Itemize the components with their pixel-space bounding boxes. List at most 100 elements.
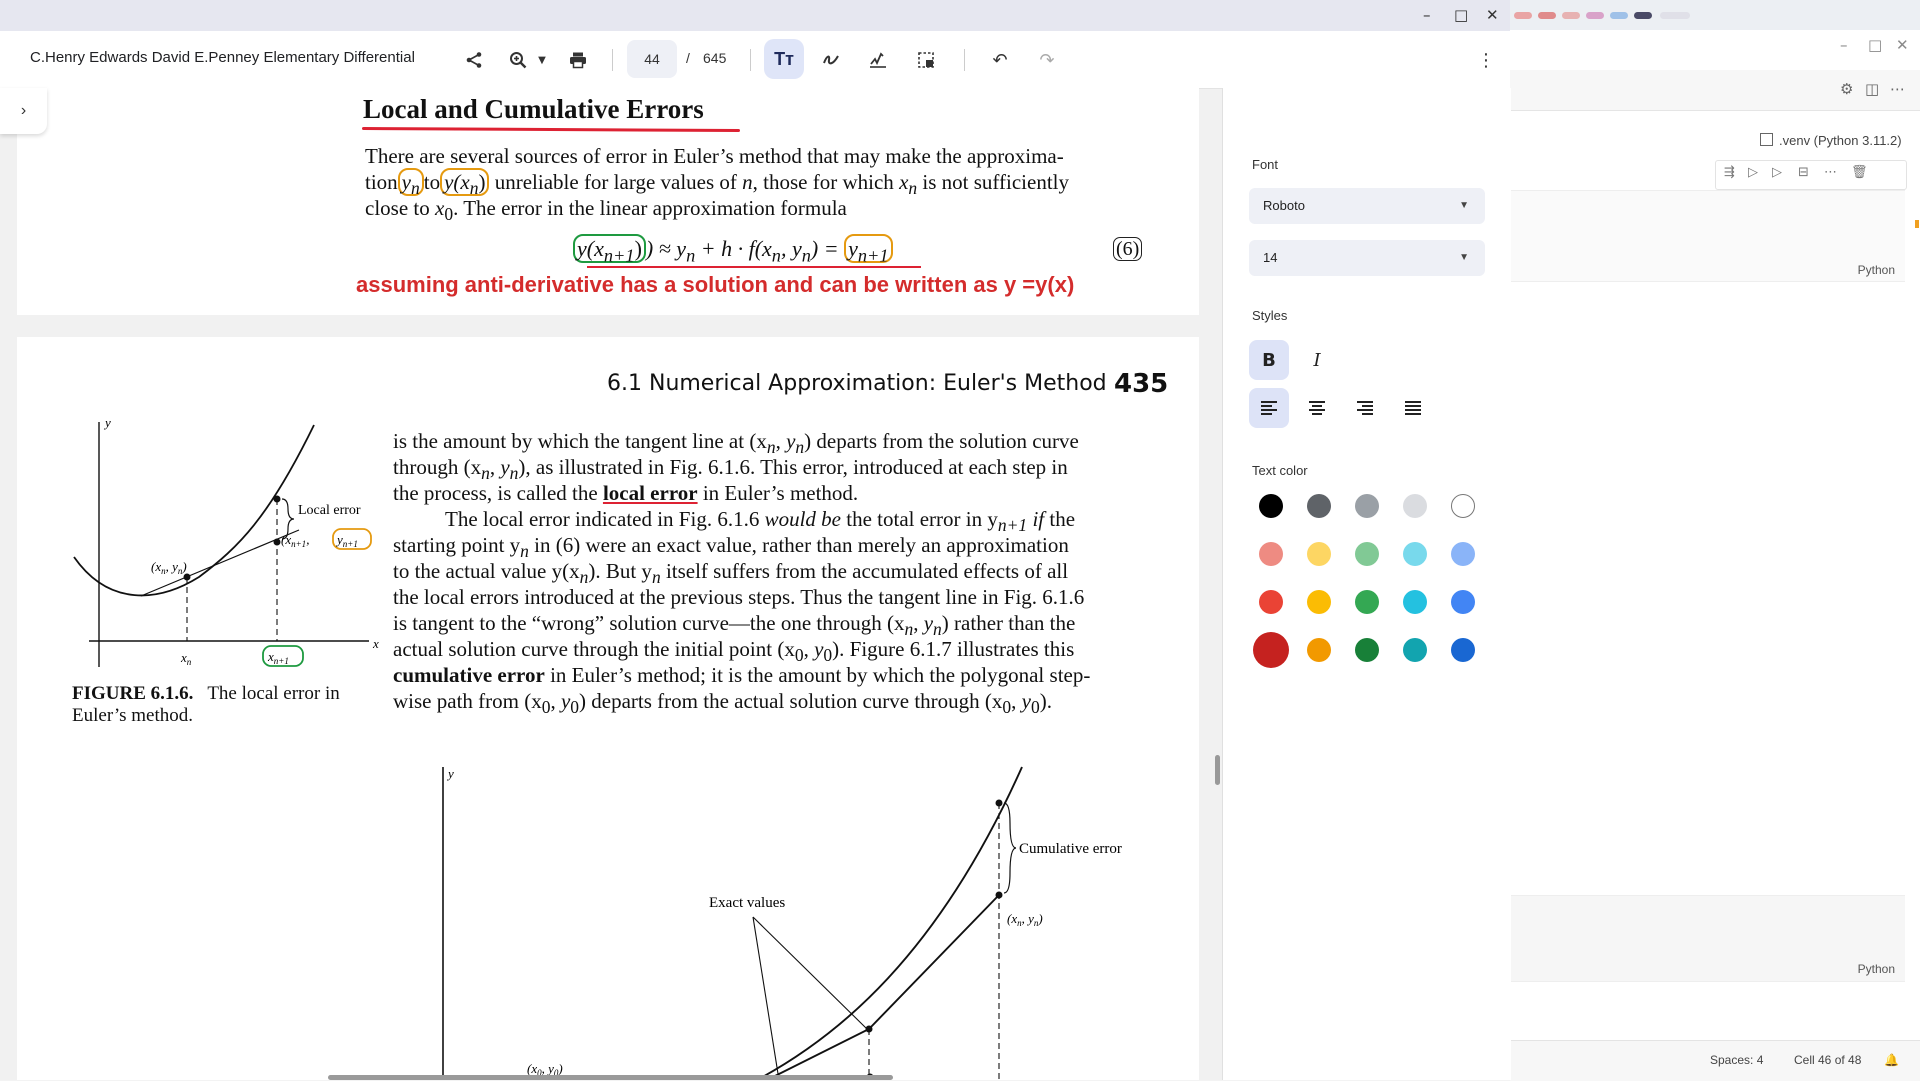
- text: is tangent to the “wrong” solution curve…: [393, 611, 905, 635]
- gear-icon[interactable]: ⚙: [1840, 80, 1854, 98]
- math: x: [899, 170, 909, 194]
- text: ) departs from the actual solution curve…: [579, 689, 1003, 713]
- undo-icon[interactable]: ↶: [992, 49, 1008, 71]
- chevron-down-icon[interactable]: ▼: [538, 54, 546, 66]
- font-family-select[interactable]: Roboto ▼: [1249, 188, 1485, 224]
- cell-status[interactable]: Cell 46 of 48: [1794, 1053, 1862, 1067]
- redo-icon[interactable]: ↷: [1039, 49, 1055, 71]
- color-swatch[interactable]: [1259, 494, 1283, 518]
- math: y(x: [444, 170, 470, 194]
- color-swatch[interactable]: [1307, 590, 1331, 614]
- math: n: [766, 437, 776, 458]
- more-icon[interactable]: ⋯: [1824, 165, 1837, 180]
- title-bar: – □ ✕: [0, 0, 1510, 31]
- draw-icon[interactable]: [816, 45, 846, 75]
- text-line: is tangent to the “wrong” solution curve…: [393, 611, 1076, 640]
- color-swatch[interactable]: [1355, 638, 1379, 662]
- color-swatch[interactable]: [1451, 590, 1475, 614]
- font-size-select[interactable]: 14 ▼: [1249, 240, 1485, 276]
- page-number-input[interactable]: 44: [627, 40, 677, 78]
- math: 0: [794, 645, 804, 666]
- math: n: [686, 245, 696, 266]
- bold-button[interactable]: B: [1249, 340, 1289, 380]
- maximize-icon[interactable]: □: [1454, 6, 1469, 24]
- print-icon[interactable]: [563, 45, 593, 75]
- ink-underline: [361, 127, 741, 132]
- panel-resize-handle[interactable]: [1215, 755, 1220, 785]
- align-justify-icon: [1405, 401, 1421, 415]
- kernel-picker[interactable]: .venv (Python 3.11.2): [1760, 133, 1902, 148]
- color-swatch[interactable]: [1403, 542, 1427, 566]
- caret-down-icon: ▼: [1459, 200, 1469, 211]
- notebook-cell[interactable]: Python: [1510, 190, 1905, 282]
- text: through (x: [393, 455, 482, 479]
- signature-icon[interactable]: [863, 45, 893, 75]
- run-above-icon[interactable]: ⇶: [1724, 165, 1735, 180]
- color-swatch[interactable]: [1355, 590, 1379, 614]
- math: ) ≈ y: [645, 236, 687, 261]
- math: n: [801, 245, 811, 266]
- tab-thumb: [1610, 12, 1628, 19]
- text-tool-button[interactable]: Tт: [764, 39, 804, 79]
- color-swatch[interactable]: [1451, 638, 1475, 662]
- split-cell-icon[interactable]: ⊟: [1798, 165, 1809, 180]
- math: x: [267, 649, 274, 664]
- text-line: through (xn, yn), as illustrated in Fig.…: [393, 455, 1068, 484]
- select-area-icon[interactable]: [911, 45, 941, 75]
- color-swatch[interactable]: [1451, 542, 1475, 566]
- math: n: [742, 170, 753, 194]
- close-icon[interactable]: ✕: [1486, 6, 1499, 24]
- color-swatch[interactable]: [1307, 638, 1331, 662]
- figure-caption: FIGURE 6.1.6. The local error in Euler’s…: [72, 683, 372, 727]
- color-swatch[interactable]: [1403, 638, 1427, 662]
- color-swatch[interactable]: [1451, 494, 1475, 518]
- delete-icon[interactable]: 🗑: [1851, 165, 1868, 180]
- align-justify-button[interactable]: [1393, 388, 1433, 428]
- minimize-icon[interactable]: –: [1840, 36, 1848, 54]
- run-below-icon[interactable]: ▷: [1772, 165, 1782, 180]
- share-icon[interactable]: [459, 45, 489, 75]
- maximize-icon[interactable]: □: [1868, 36, 1883, 54]
- text: wise path from (x: [393, 689, 542, 713]
- more-icon[interactable]: ⋯: [1890, 80, 1905, 98]
- text: to: [423, 170, 441, 194]
- math: n+1: [291, 539, 306, 549]
- text: is the amount by which the tangent line …: [393, 429, 767, 453]
- color-swatch[interactable]: [1259, 542, 1283, 566]
- sidebar-toggle-button[interactable]: ›: [0, 88, 47, 134]
- horizontal-scrollbar[interactable]: [328, 1075, 893, 1080]
- run-cell-icon[interactable]: ▷: [1748, 165, 1758, 180]
- close-icon[interactable]: ✕: [1896, 36, 1909, 54]
- color-swatch[interactable]: [1307, 494, 1331, 518]
- math: 0: [537, 1068, 542, 1078]
- zoom-icon[interactable]: [503, 45, 533, 75]
- math: , y: [780, 236, 802, 261]
- align-left-button[interactable]: [1249, 388, 1289, 428]
- split-editor-icon[interactable]: ◫: [1865, 80, 1880, 98]
- color-swatch[interactable]: [1253, 632, 1289, 668]
- color-swatch[interactable]: [1403, 494, 1427, 518]
- color-swatch[interactable]: [1307, 542, 1331, 566]
- text: .: [453, 196, 459, 220]
- math: y: [401, 170, 411, 194]
- color-swatch[interactable]: [1355, 542, 1379, 566]
- notebook-cell[interactable]: Python: [1510, 895, 1905, 982]
- color-swatch[interactable]: [1259, 590, 1283, 614]
- color-swatch[interactable]: [1355, 494, 1379, 518]
- text-line: There are several sources of error in Eu…: [365, 144, 1064, 168]
- divider: [964, 49, 965, 71]
- minimize-icon[interactable]: –: [1423, 6, 1431, 24]
- indent-status[interactable]: Spaces: 4: [1710, 1053, 1764, 1067]
- equation: y(xn+1)) ≈ yn + h · f(xn, yn) = yn+1: [573, 234, 921, 268]
- math: n: [1017, 918, 1022, 928]
- align-center-button[interactable]: [1297, 388, 1337, 428]
- color-swatch[interactable]: [1403, 590, 1427, 614]
- math: n+1: [997, 515, 1028, 536]
- more-vert-icon[interactable]: ⋮: [1477, 49, 1495, 71]
- align-right-button[interactable]: [1345, 388, 1385, 428]
- italic-button[interactable]: I: [1313, 349, 1321, 371]
- text-line: cumulative error in Euler’s method; it i…: [393, 663, 1176, 688]
- math: + h · f(x: [695, 236, 772, 261]
- pdf-page: Local and Cumulative Errors There are se…: [17, 88, 1199, 315]
- bell-icon[interactable]: 🔔: [1884, 1053, 1899, 1067]
